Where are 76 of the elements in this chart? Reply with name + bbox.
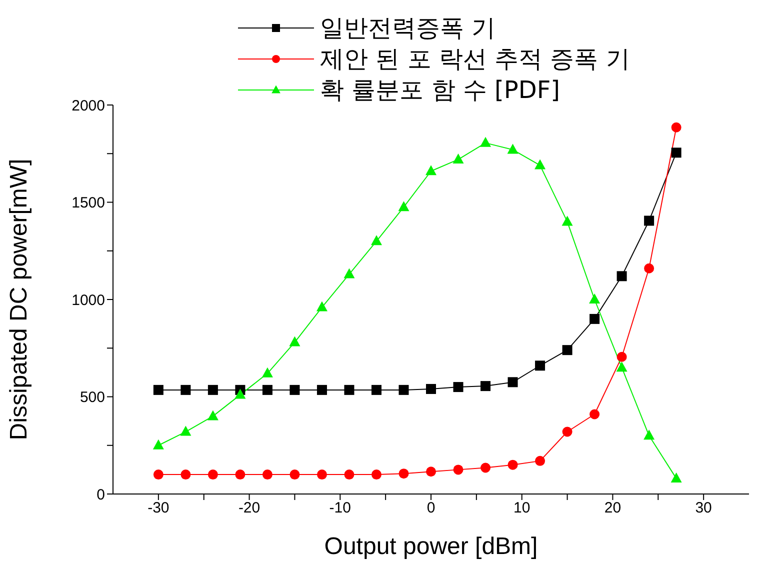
point	[180, 426, 192, 436]
point	[344, 470, 354, 480]
x-tick-label: -20	[238, 500, 260, 517]
point	[562, 216, 573, 226]
y-tick-label: 0	[96, 486, 105, 504]
point	[671, 122, 682, 132]
x-tick-label: -10	[329, 500, 351, 517]
point	[535, 456, 546, 466]
point	[534, 159, 546, 170]
point	[616, 352, 627, 362]
point	[207, 410, 218, 420]
x-tick-label: 10	[514, 500, 530, 517]
point	[289, 336, 300, 346]
point	[262, 367, 273, 378]
x-tick-label: -30	[148, 500, 170, 517]
point	[644, 216, 654, 226]
point	[370, 235, 382, 246]
y-tick-label: 2000	[72, 97, 105, 114]
point	[208, 470, 218, 480]
point	[262, 384, 272, 395]
legend-label: 확 률분포 함 수 [PDF]	[320, 74, 560, 106]
x-tick-label: 20	[604, 500, 622, 517]
point	[316, 384, 327, 395]
point	[644, 430, 655, 440]
point	[616, 271, 627, 282]
point	[235, 470, 246, 480]
legend-label: 제안 된 포 락선 추적 증폭 기	[320, 44, 630, 74]
point	[590, 314, 600, 324]
point	[371, 384, 382, 395]
point	[507, 144, 518, 154]
point	[452, 153, 464, 164]
legend-label: 일반전력증폭 기	[320, 12, 496, 44]
point	[535, 360, 546, 371]
point	[562, 426, 572, 437]
point	[398, 468, 409, 479]
point	[208, 384, 218, 395]
point	[670, 472, 682, 482]
point	[426, 165, 436, 176]
x-tick-label: 30	[695, 500, 712, 517]
point	[562, 345, 572, 356]
y-tick-label: 500	[80, 389, 105, 406]
point	[426, 466, 436, 477]
point	[453, 464, 464, 475]
y-tick-label: 1000	[72, 292, 105, 309]
point	[316, 470, 327, 480]
point	[290, 470, 300, 480]
point	[398, 201, 410, 212]
point	[616, 362, 628, 372]
point	[344, 268, 355, 278]
point	[234, 388, 246, 399]
point	[398, 384, 409, 395]
point	[426, 384, 436, 394]
point	[152, 439, 164, 450]
point	[508, 377, 518, 388]
point	[344, 384, 354, 395]
x-axis-title: Output power [dBm]	[324, 533, 538, 560]
point	[589, 294, 600, 304]
y-axis-title: Dissipated DC power[mW]	[6, 158, 33, 440]
point	[153, 384, 164, 395]
point	[480, 136, 492, 147]
point	[508, 460, 518, 470]
point	[290, 384, 300, 395]
point	[644, 263, 654, 274]
point	[590, 409, 600, 420]
x-tick-label: 0	[426, 500, 436, 517]
point	[316, 301, 328, 312]
point	[371, 470, 382, 480]
point	[153, 470, 164, 480]
point	[262, 470, 272, 480]
point	[180, 470, 191, 480]
point	[480, 462, 491, 473]
y-tick-label: 1500	[72, 194, 105, 212]
point	[671, 148, 682, 158]
point	[453, 382, 464, 392]
point	[180, 384, 191, 395]
point	[480, 381, 491, 392]
